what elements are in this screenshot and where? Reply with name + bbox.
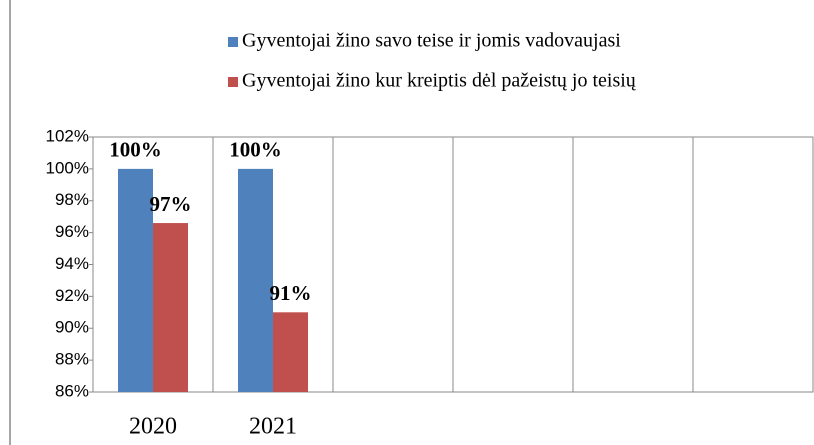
- y-tick-label: 102%: [46, 126, 89, 145]
- legend-swatch: [228, 77, 238, 87]
- legend-label: Gyventojai žino savo teise ir jomis vado…: [242, 30, 621, 52]
- data-label: 91%: [270, 281, 312, 305]
- bar: [273, 312, 308, 392]
- x-tick-label: 2020: [129, 414, 177, 440]
- bar: [118, 168, 153, 392]
- y-tick-label: 100%: [46, 158, 89, 177]
- y-tick-label: 96%: [55, 222, 89, 241]
- y-tick-label: 88%: [55, 350, 89, 369]
- legend-label: Gyventojai žino kur kreiptis dėl pažeist…: [242, 70, 637, 92]
- x-tick-label: 2021: [249, 414, 297, 440]
- y-tick-label: 92%: [55, 286, 89, 305]
- bar: [153, 223, 188, 392]
- y-tick-label: 86%: [55, 381, 89, 400]
- data-label: 100%: [229, 138, 282, 162]
- data-label: 100%: [109, 138, 162, 162]
- legend-swatch: [228, 37, 238, 47]
- bar: [238, 168, 273, 392]
- y-tick-label: 98%: [55, 190, 89, 209]
- y-tick-label: 94%: [55, 254, 89, 273]
- y-tick-label: 90%: [55, 318, 89, 337]
- data-label: 97%: [150, 192, 192, 216]
